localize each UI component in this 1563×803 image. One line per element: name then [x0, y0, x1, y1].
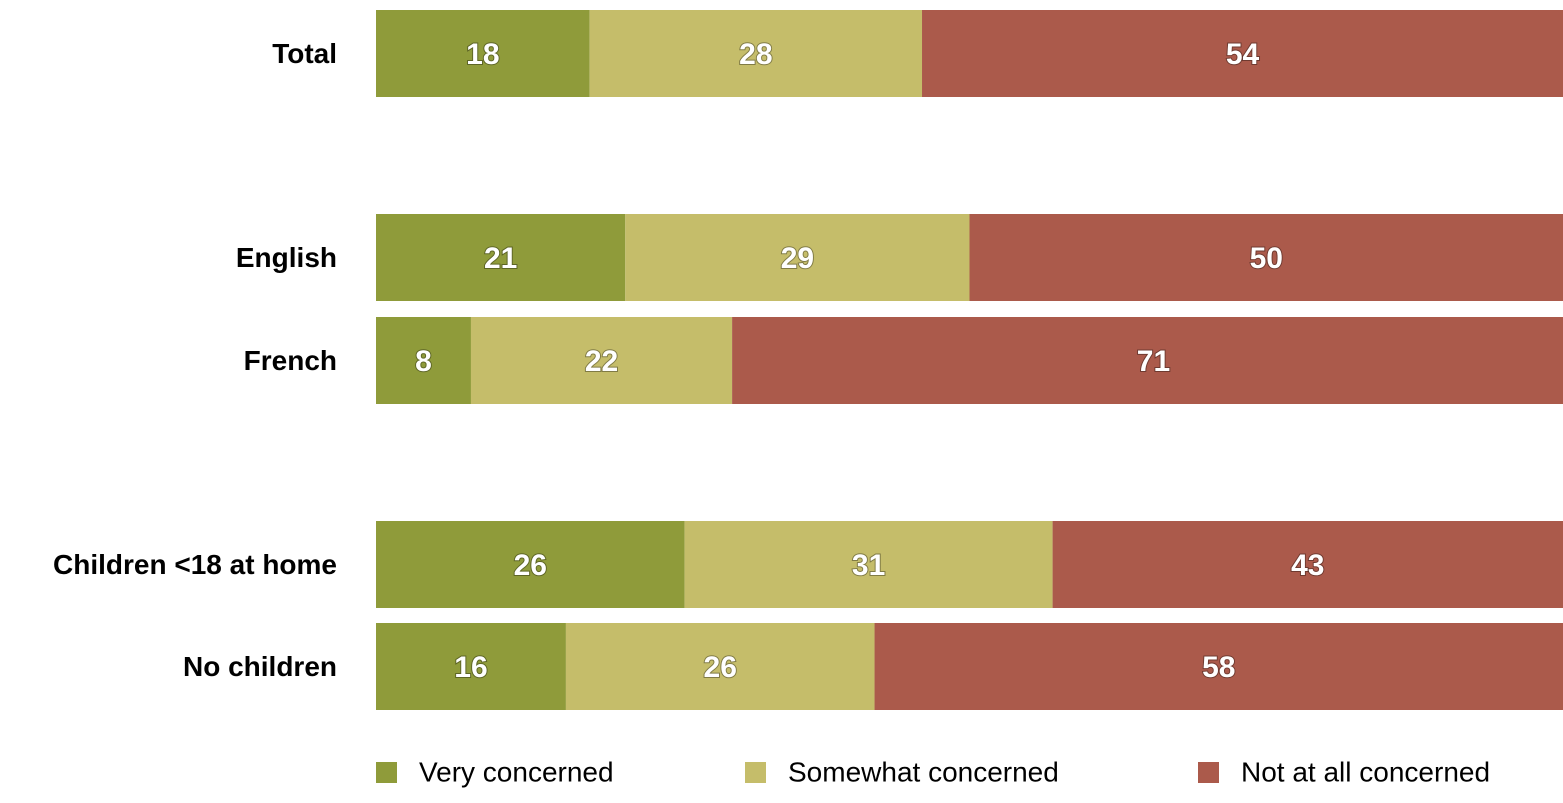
value-label-total-somewhat-concerned: 28 [739, 38, 772, 71]
value-label-no-children-very-concerned: 16 [454, 651, 487, 684]
bar-no-children-somewhat-concerned [565, 623, 875, 710]
value-label-french-somewhat-concerned: 22 [585, 345, 618, 378]
category-labels: Total English French Children <18 at home No… [53, 38, 337, 682]
value-label-no-children-not-at-all-concerned: 58 [1202, 651, 1235, 684]
value-label-no-children-somewhat-concerned: 26 [704, 651, 737, 684]
legend: Very concerned Somewhat concerned Not at a… [376, 757, 1490, 788]
value-label-french-not-at-all-concerned: 71 [1137, 345, 1170, 378]
legend-label-somewhat-concerned: Somewhat concerned [788, 757, 1059, 788]
value-label-total-not-at-all-concerned: 54 [1226, 38, 1260, 71]
bar-children-18-at-home-very-concerned [376, 521, 685, 608]
value-label-french-very-concerned: 8 [415, 345, 432, 378]
legend-label-not-at-all-concerned: Not at all concerned [1241, 757, 1490, 788]
legend-label-very-concerned: Very concerned [419, 757, 614, 788]
category-label-french: French [244, 345, 337, 376]
value-label-children-18-at-home-not-at-all-concerned: 43 [1291, 549, 1324, 582]
value-label-total-very-concerned: 18 [466, 38, 499, 71]
category-label-english: English [236, 242, 337, 273]
bar-children-18-at-home-somewhat-concerned [684, 521, 1053, 608]
bar-no-children-very-concerned [376, 623, 566, 710]
value-label-children-18-at-home-very-concerned: 26 [514, 549, 547, 582]
bar-segments [376, 10, 1563, 710]
bar-french-very-concerned [376, 317, 471, 404]
category-label-children-18-at-home: Children <18 at home [53, 549, 337, 580]
bar-no-children-not-at-all-concerned [874, 623, 1563, 710]
value-label-english-not-at-all-concerned: 50 [1250, 242, 1283, 275]
category-label-no-children: No children [183, 651, 337, 682]
legend-swatch-somewhat-concerned [745, 762, 766, 783]
value-labels: 18 28 54 21 29 50 8 22 71 26 31 43 16 26 58 [414, 37, 1325, 685]
value-label-english-very-concerned: 21 [484, 242, 517, 275]
legend-swatch-very-concerned [376, 762, 397, 783]
bar-french-somewhat-concerned [470, 317, 733, 404]
bar-total-not-at-all-concerned [922, 10, 1563, 97]
value-label-children-18-at-home-somewhat-concerned: 31 [852, 549, 885, 582]
bar-english-very-concerned [376, 214, 626, 301]
bar-children-18-at-home-not-at-all-concerned [1052, 521, 1563, 608]
legend-swatch-not-at-all-concerned [1198, 762, 1219, 783]
category-label-total: Total [272, 38, 337, 69]
bar-total-very-concerned [376, 10, 590, 97]
value-label-english-somewhat-concerned: 29 [781, 242, 814, 275]
bar-english-not-at-all-concerned [969, 214, 1563, 301]
bar-total-somewhat-concerned [589, 10, 923, 97]
bar-french-not-at-all-concerned [732, 317, 1563, 404]
bar-english-somewhat-concerned [625, 214, 970, 301]
